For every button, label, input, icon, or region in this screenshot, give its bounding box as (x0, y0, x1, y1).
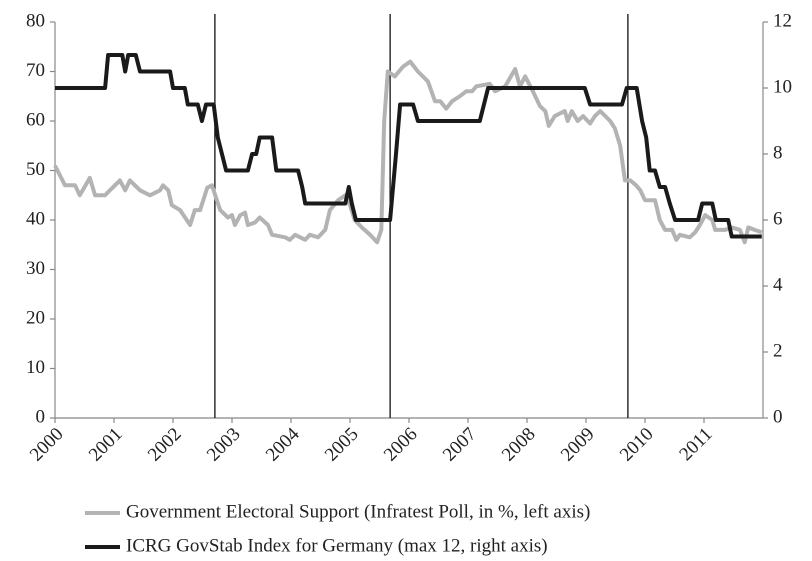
x-tick-label: 2011 (675, 424, 716, 465)
y-tick-label: 30 (26, 258, 45, 279)
y-tick-label: 20 (26, 307, 45, 328)
x-tick-label: 2007 (439, 424, 481, 466)
y-tick-label: 60 (26, 109, 45, 130)
x-tick-label: 2009 (557, 424, 599, 466)
x-tick-label: 2003 (203, 424, 245, 466)
x-tick-label: 2006 (380, 424, 422, 466)
x-tick-label: 2000 (26, 424, 68, 466)
legend-label: ICRG GovStab Index for Germany (max 12, … (126, 535, 548, 556)
y2-tick-label: 8 (773, 142, 783, 163)
x-tick-label: 2001 (85, 424, 127, 466)
y-tick-label: 10 (26, 357, 45, 378)
x-tick-label: 2004 (262, 423, 304, 465)
y-tick-label: 40 (26, 208, 45, 229)
legend-label: Government Electoral Support (Infratest … (126, 501, 590, 522)
y-tick-label: 0 (36, 406, 46, 427)
y2-tick-label: 6 (773, 208, 783, 229)
x-tick-label: 2005 (321, 424, 363, 466)
y2-tick-label: 12 (773, 10, 792, 31)
y-tick-label: 80 (26, 10, 45, 31)
x-tick-label: 2002 (144, 424, 186, 466)
y2-tick-label: 0 (773, 406, 783, 427)
y-tick-label: 50 (26, 159, 45, 180)
y2-tick-label: 2 (773, 340, 783, 361)
y2-tick-label: 4 (773, 274, 783, 295)
x-tick-label: 2008 (498, 424, 540, 466)
x-tick-label: 2010 (616, 424, 658, 466)
y-tick-label: 70 (26, 60, 45, 81)
series-line (53, 59, 763, 245)
y2-tick-label: 10 (773, 76, 792, 97)
series-line (55, 53, 762, 239)
